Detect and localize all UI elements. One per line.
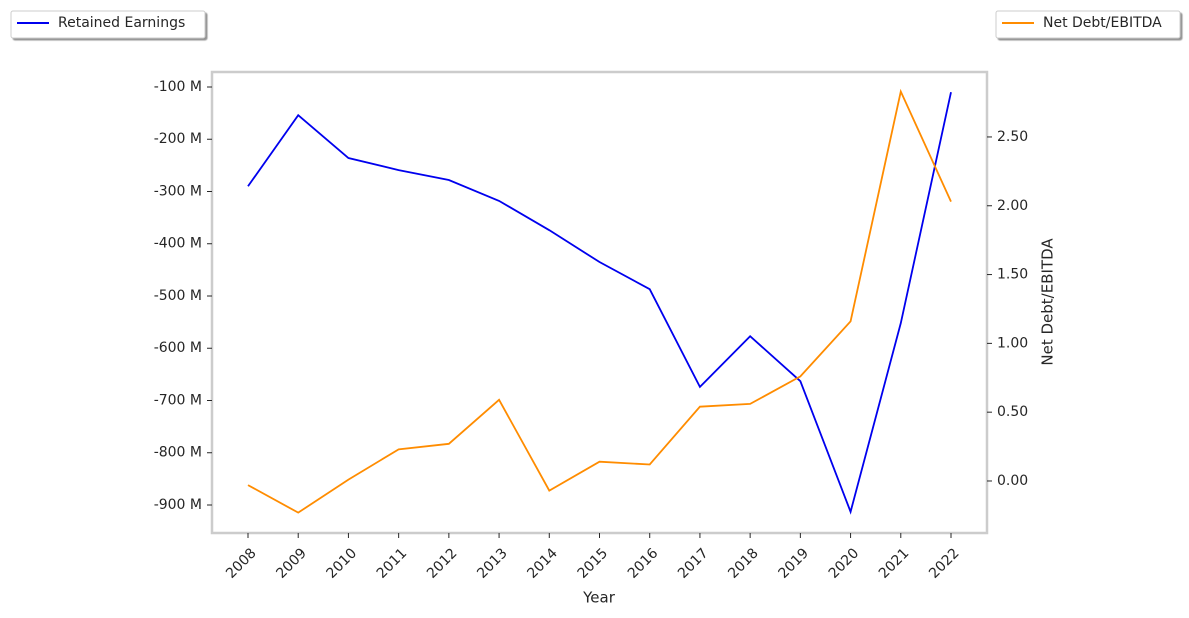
y2-tick-label: 2.00 [997, 198, 1028, 214]
x-axis-label: Year [582, 589, 616, 607]
y2-axis-label: Net Debt/EBITDA [1039, 238, 1057, 366]
y-tick-label: -100 M [154, 79, 202, 95]
y-tick-label: -800 M [154, 445, 202, 461]
y-tick-label: -200 M [154, 131, 202, 147]
x-tick-label: 2012 [424, 545, 461, 582]
legend-box [995, 10, 1181, 39]
legend-left: Retained Earnings [10, 10, 206, 39]
y-tick-label: -600 M [154, 340, 202, 356]
y2-tick-label: 0.00 [997, 473, 1028, 489]
x-tick-label: 2013 [474, 545, 511, 582]
x-tick-label: 2015 [575, 545, 612, 582]
y2-tick-label: 0.50 [997, 404, 1028, 420]
x-tick-label: 2016 [625, 545, 662, 582]
x-tick-label: 2014 [524, 545, 561, 582]
x-tick-label: 2009 [273, 545, 310, 582]
y-tick-label: -300 M [154, 183, 202, 199]
x-tick-label: 2019 [775, 545, 812, 582]
y-tick-label: -500 M [154, 288, 202, 304]
legend-box [10, 10, 206, 39]
y-tick-label: -700 M [154, 392, 202, 408]
y2-tick-label: 1.00 [997, 335, 1028, 351]
x-tick-label: 2018 [725, 545, 762, 582]
y2-tick-label: 1.50 [997, 267, 1028, 283]
x-tick-label: 2011 [374, 545, 411, 582]
series-line [247, 92, 952, 515]
y2-tick-label: 2.50 [997, 129, 1028, 145]
x-tick-label: 2017 [675, 545, 712, 582]
x-tick-label: 2008 [223, 545, 260, 582]
legend-label: Retained Earnings [58, 15, 185, 31]
x-tick-label: 2010 [324, 545, 361, 582]
x-tick-label: 2020 [826, 545, 863, 582]
series-line [247, 88, 952, 514]
y-tick-label: -900 M [154, 497, 202, 513]
legend-label: Net Debt/EBITDA [1043, 15, 1162, 31]
legend-right: Net Debt/EBITDA [995, 10, 1181, 39]
x-tick-label: 2021 [876, 545, 913, 582]
x-tick-label: 2022 [926, 545, 963, 582]
y-tick-label: -400 M [154, 236, 202, 252]
